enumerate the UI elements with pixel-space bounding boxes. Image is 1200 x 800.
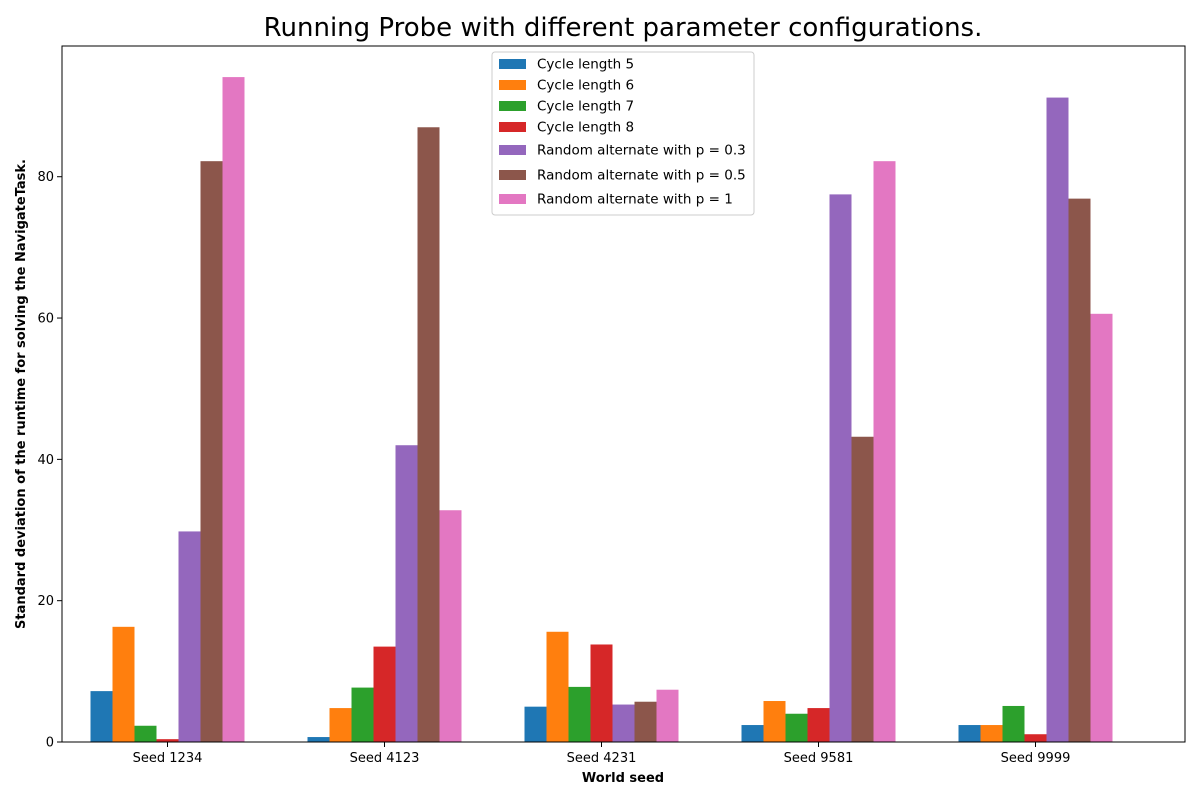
bar [373, 646, 396, 742]
bar [741, 725, 764, 742]
legend-entry: Cycle length 6 [537, 78, 634, 94]
chart-title: Running Probe with different parameter c… [264, 13, 983, 43]
legend-entry: Random alternate with p = 0.3 [537, 143, 746, 159]
y-tick-label: 60 [37, 312, 54, 327]
legend-entry: Random alternate with p = 0.5 [537, 168, 746, 184]
bar [546, 631, 569, 742]
bar [178, 531, 201, 742]
y-tick-label: 20 [37, 594, 54, 609]
bar [763, 701, 786, 742]
legend-entry: Cycle length 7 [537, 99, 634, 115]
x-tick-label: Seed 9999 [1001, 751, 1071, 766]
y-tick-label: 40 [37, 453, 54, 468]
bar [980, 725, 1003, 742]
bar [958, 725, 981, 742]
y-axis: 0 20 40 60 80 [37, 170, 62, 751]
legend-swatch [499, 194, 526, 204]
x-axis: Seed 1234 Seed 4123 Seed 4231 Seed 9581 Seed… [133, 742, 1071, 766]
legend: Cycle length 5 Cycle length 6 Cycle length… [491, 51, 755, 216]
bar [1024, 734, 1047, 742]
bar [1068, 198, 1091, 742]
bar [200, 161, 223, 742]
legend-swatch [499, 170, 526, 180]
plot-frame [61, 45, 1186, 743]
y-axis-label: Standard deviation of the runtime for so… [14, 159, 29, 629]
bar [1090, 313, 1113, 742]
legend-entry: Cycle length 5 [537, 57, 634, 73]
legend-swatch [499, 122, 526, 132]
bar [1046, 97, 1069, 742]
legend-swatch [499, 145, 526, 155]
bar [439, 510, 462, 742]
legend-entry: Random alternate with p = 1 [537, 192, 733, 208]
bar [134, 725, 157, 742]
bar [417, 127, 440, 742]
x-axis-label: World seed [582, 771, 664, 786]
x-tick-label: Seed 1234 [133, 751, 203, 766]
bar [329, 708, 352, 742]
bar [656, 689, 679, 742]
legend-swatch [499, 80, 526, 90]
bar [851, 436, 874, 742]
y-tick-label: 0 [46, 736, 54, 751]
bar [222, 77, 245, 743]
bar [634, 701, 657, 742]
bar [568, 686, 591, 742]
y-tick-label: 80 [37, 170, 54, 185]
x-tick-label: Seed 4123 [350, 751, 420, 766]
bar [156, 739, 179, 742]
legend-swatch [499, 59, 526, 69]
bars-layer [90, 77, 1113, 743]
bar [785, 713, 808, 742]
legend-entry: Cycle length 8 [537, 120, 634, 136]
bar [524, 706, 547, 742]
bar [112, 626, 135, 742]
x-tick-label: Seed 9581 [784, 751, 854, 766]
bar [395, 445, 418, 742]
bar [90, 691, 113, 742]
bar [307, 737, 330, 742]
bar [612, 704, 635, 742]
bar [873, 161, 896, 742]
legend-box [491, 51, 755, 216]
legend-swatch [499, 101, 526, 111]
bar [807, 708, 830, 742]
x-tick-label: Seed 4231 [567, 751, 637, 766]
bar [829, 194, 852, 742]
bar [1002, 705, 1025, 742]
bar [590, 644, 613, 742]
bar [351, 687, 374, 742]
